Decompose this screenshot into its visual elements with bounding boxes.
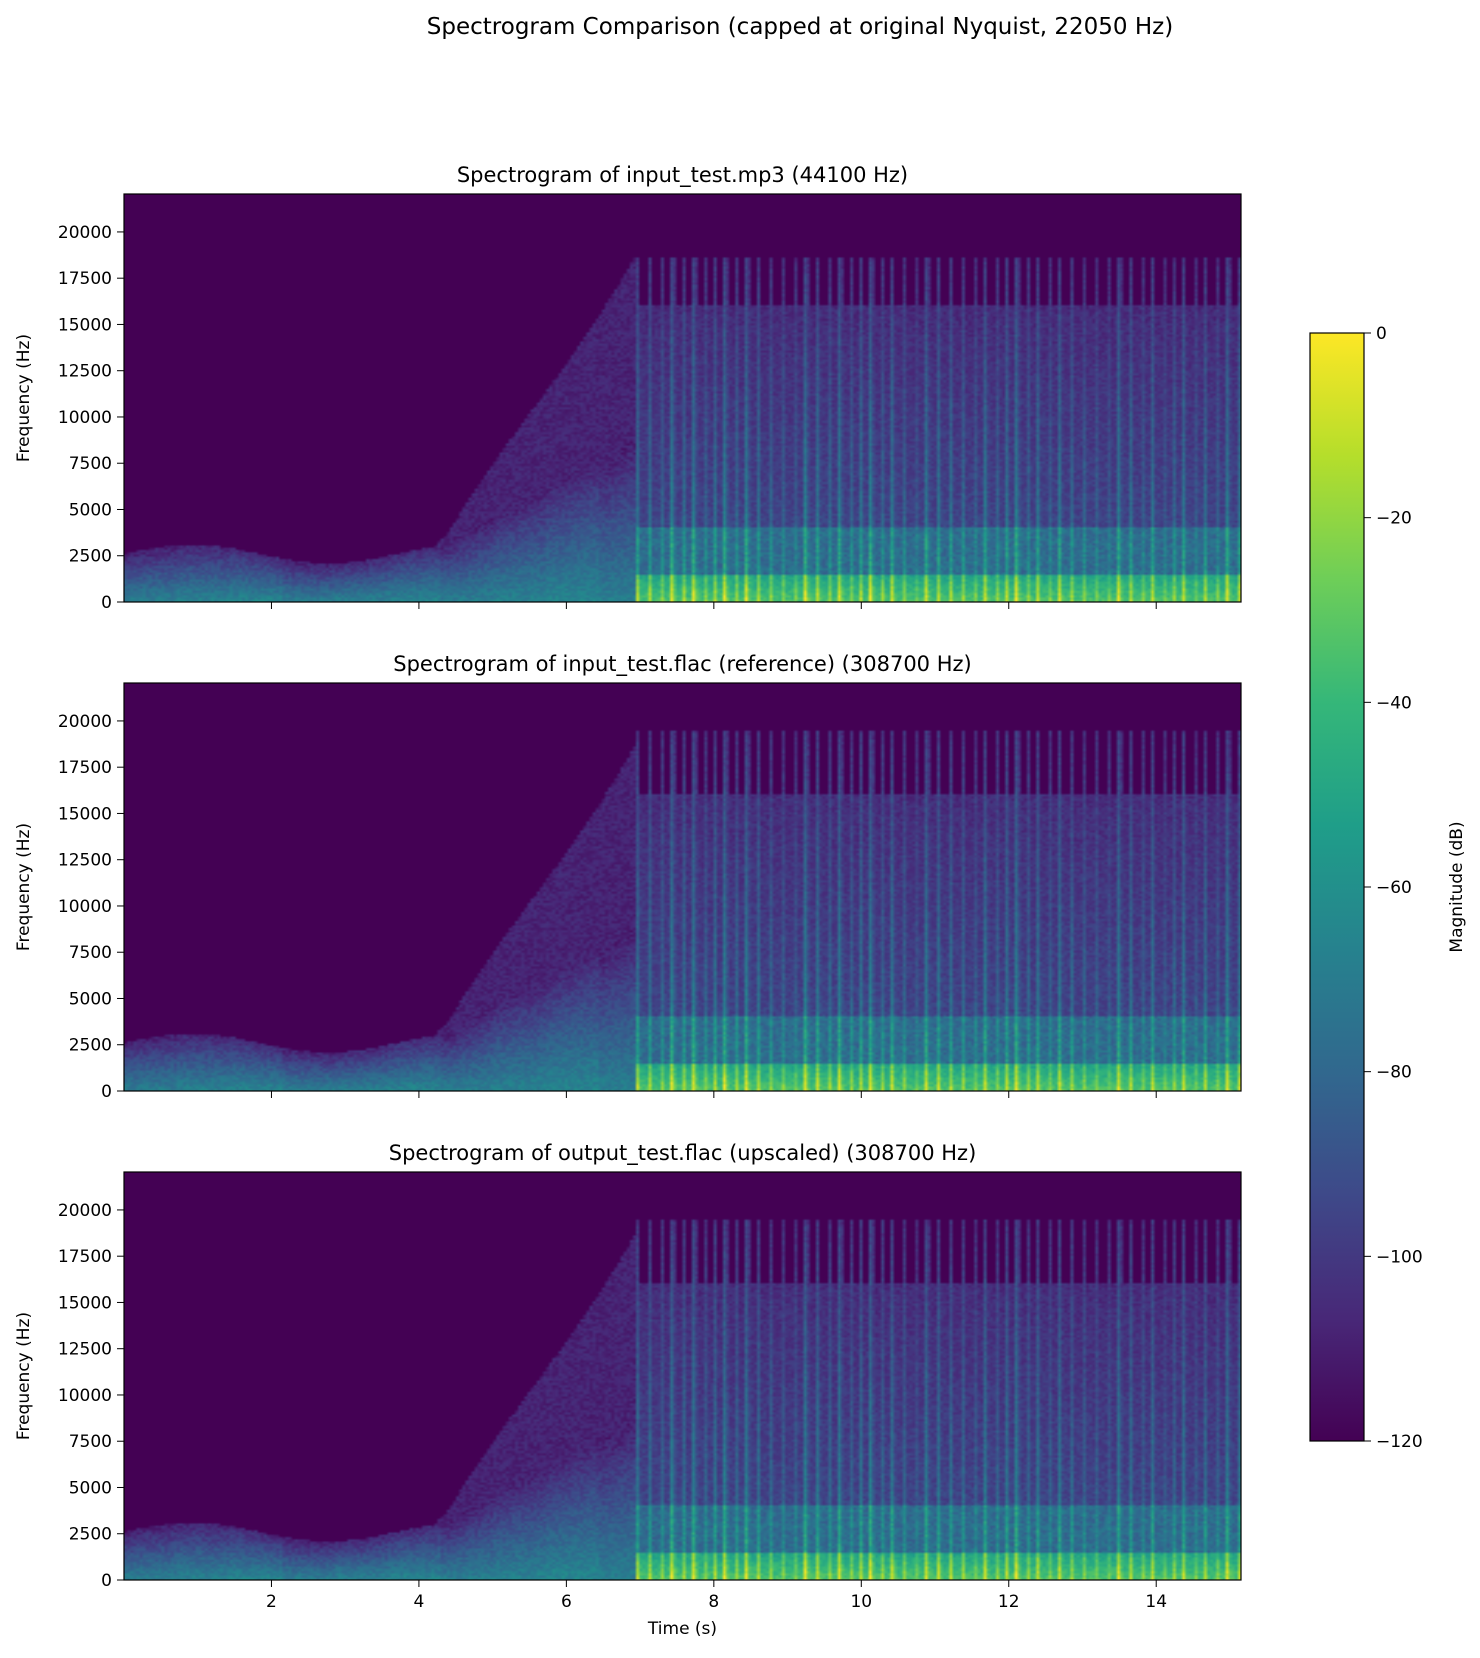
axes-frame [123, 193, 1242, 603]
xtick-label: 10 [850, 1592, 872, 1612]
ytick-label: 7500 [69, 1432, 112, 1452]
colorbar-label: Magnitude (dB) [1447, 821, 1467, 952]
figure-suptitle: Spectrogram Comparison (capped at origin… [427, 14, 1173, 40]
x-axis-label: Time (s) [647, 1619, 717, 1639]
y-axis-label: Frequency (Hz) [14, 334, 34, 462]
ytick-label: 5000 [69, 989, 112, 1009]
ytick-label: 15000 [58, 315, 112, 335]
colorbar-tick-label: −80 [1376, 1063, 1412, 1083]
ytick-label: 20000 [58, 223, 112, 243]
y-axis-label: Frequency (Hz) [14, 1312, 34, 1440]
panel-title: Spectrogram of input_test.flac (referenc… [393, 652, 971, 677]
ytick-label: 0 [101, 593, 112, 613]
ytick-label: 5000 [69, 1478, 112, 1498]
xtick-label: 8 [708, 1592, 719, 1612]
ytick-label: 10000 [58, 1386, 112, 1406]
ytick-label: 7500 [69, 454, 112, 474]
xtick-label: 12 [998, 1592, 1020, 1612]
ytick-label: 2500 [69, 547, 112, 567]
panel-title: Spectrogram of input_test.mp3 (44100 Hz) [457, 163, 908, 188]
colorbar-tick-label: −60 [1376, 878, 1412, 898]
xtick-label: 2 [266, 1592, 277, 1612]
colorbar-tick-label: −100 [1376, 1247, 1423, 1267]
ytick-label: 15000 [58, 804, 112, 824]
ytick-label: 2500 [69, 1525, 112, 1545]
ytick-label: 0 [101, 1082, 112, 1102]
colorbar-gradient [1309, 332, 1365, 1442]
ytick-label: 12500 [58, 851, 112, 871]
spectrogram-image [124, 1172, 1241, 1580]
colorbar: 0 −20 −40 −60 −80 −100 −120 Magnitude (dB) [1309, 324, 1467, 1452]
spectrogram-image [124, 683, 1241, 1091]
xtick-label: 6 [561, 1592, 572, 1612]
colorbar-tick-label: −120 [1376, 1432, 1423, 1452]
y-axis-label: Frequency (Hz) [14, 823, 34, 951]
ytick-label: 17500 [58, 758, 112, 778]
axes-frame [123, 1171, 1242, 1581]
spectrogram-image [124, 194, 1241, 602]
colorbar-tick-label: −40 [1376, 693, 1412, 713]
ytick-label: 12500 [58, 362, 112, 382]
ytick-label: 10000 [58, 897, 112, 917]
ytick-label: 10000 [58, 408, 112, 428]
spectrogram-panel-2: Spectrogram of input_test.flac (referenc… [14, 652, 1242, 1102]
colorbar-tick-label: −20 [1376, 509, 1412, 529]
spectrogram-panel-1: Spectrogram of input_test.mp3 (44100 Hz)… [14, 163, 1242, 613]
ytick-label: 17500 [58, 269, 112, 289]
ytick-label: 7500 [69, 943, 112, 963]
xtick-label: 4 [414, 1592, 425, 1612]
axes-frame [123, 682, 1242, 1092]
xtick-label: 14 [1145, 1592, 1167, 1612]
ytick-label: 2500 [69, 1036, 112, 1056]
ytick-label: 20000 [58, 712, 112, 732]
spectrogram-panels: Spectrogram of input_test.mp3 (44100 Hz)… [14, 163, 1242, 1639]
ytick-label: 15000 [58, 1293, 112, 1313]
ytick-label: 0 [101, 1571, 112, 1591]
ytick-label: 17500 [58, 1247, 112, 1267]
ytick-label: 5000 [69, 500, 112, 520]
ytick-label: 20000 [58, 1201, 112, 1221]
panel-title: Spectrogram of output_test.flac (upscale… [389, 1141, 977, 1166]
ytick-label: 12500 [58, 1340, 112, 1360]
colorbar-tick-label: 0 [1376, 324, 1387, 344]
spectrogram-panel-3: Spectrogram of output_test.flac (upscale… [14, 1141, 1242, 1639]
